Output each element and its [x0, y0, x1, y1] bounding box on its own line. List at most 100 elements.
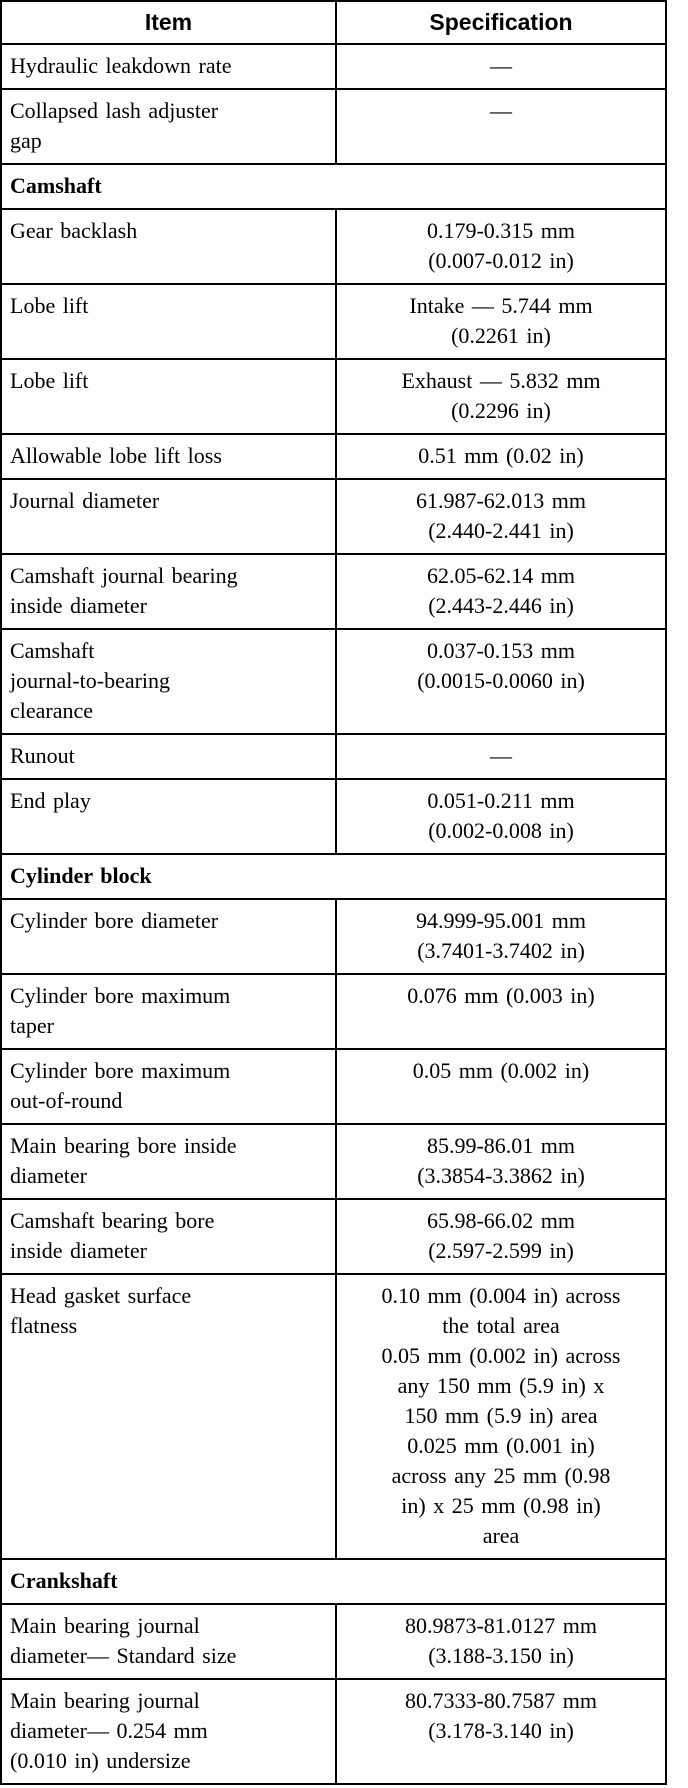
- spec-cell: Intake — 5.744 mm (0.2261 in): [335, 283, 667, 360]
- text-line: inside diameter: [10, 1238, 148, 1263]
- table-row: Cylinder bore maximum taper 0.076 mm (0.00…: [0, 973, 667, 1050]
- item-cell: Main bearing journal diameter— 0.254 mm (0…: [0, 1678, 337, 1785]
- column-header-specification: Specification: [335, 0, 667, 45]
- spec-cell: 0.179-0.315 mm (0.007-0.012 in): [335, 208, 667, 285]
- spec-cell: 0.05 mm (0.002 in): [335, 1048, 667, 1125]
- text-line: any 150 mm (5.9 in) x: [397, 1373, 605, 1398]
- text-line: (0.2296 in): [451, 398, 551, 423]
- text-line: diameter: [10, 1163, 87, 1188]
- text-line: —: [490, 53, 512, 78]
- table-row: Main bearing journal diameter— 0.254 mm (0…: [0, 1678, 667, 1785]
- text-line: —: [490, 98, 512, 123]
- text-line: 0.051-0.211 mm: [427, 788, 575, 813]
- text-line: Cylinder bore maximum: [10, 983, 231, 1008]
- text-line: Runout: [10, 743, 75, 768]
- spec-cell: 0.051-0.211 mm (0.002-0.008 in): [335, 778, 667, 855]
- item-cell: Head gasket surface flatness: [0, 1273, 337, 1560]
- column-header-item: Item: [0, 0, 337, 45]
- text-line: Lobe lift: [10, 368, 89, 393]
- text-line: 80.7333-80.7587 mm: [404, 1688, 598, 1713]
- table-row: Cylinder bore maximum out-of-round 0.05 mm…: [0, 1048, 667, 1125]
- item-cell: Hydraulic leakdown rate: [0, 43, 337, 90]
- item-cell: Main bearing journal diameter— Standard s…: [0, 1603, 337, 1680]
- table-row: Gear backlash 0.179-0.315 mm (0.007-0.012 …: [0, 208, 667, 285]
- spec-cell: 80.9873-81.0127 mm (3.188-3.150 in): [335, 1603, 667, 1680]
- header-row: Item Specification: [0, 0, 667, 45]
- text-line: gap: [10, 128, 42, 153]
- text-line: —: [490, 743, 512, 768]
- text-line: Camshaft journal bearing: [10, 563, 238, 588]
- text-line: (2.443-2.446 in): [428, 593, 574, 618]
- text-line: Intake — 5.744 mm: [409, 293, 593, 318]
- spec-cell: 0.10 mm (0.004 in) across the total area 0…: [335, 1273, 667, 1560]
- table-row: Head gasket surface flatness 0.10 mm (0.00…: [0, 1273, 667, 1560]
- text-line: Exhaust — 5.832 mm: [401, 368, 601, 393]
- text-line: Collapsed lash adjuster: [10, 98, 219, 123]
- text-line: Gear backlash: [10, 218, 138, 243]
- text-line: 94.999-95.001 mm: [415, 908, 587, 933]
- item-cell: Journal diameter: [0, 478, 337, 555]
- text-line: Journal diameter: [10, 488, 160, 513]
- item-cell: Allowable lobe lift loss: [0, 433, 337, 480]
- item-cell: End play: [0, 778, 337, 855]
- item-cell: Camshaft journal-to-bearing clearance: [0, 628, 337, 735]
- text-line: (3.178-3.140 in): [428, 1718, 574, 1743]
- spec-cell: Exhaust — 5.832 mm (0.2296 in): [335, 358, 667, 435]
- text-line: (3.188-3.150 in): [428, 1643, 574, 1668]
- text-line: (3.3854-3.3862 in): [417, 1163, 585, 1188]
- table-row: Camshaft bearing bore inside diameter 65.9…: [0, 1198, 667, 1275]
- text-line: in) x 25 mm (0.98 in): [401, 1493, 601, 1518]
- item-cell: Cylinder bore maximum taper: [0, 973, 337, 1050]
- table-body: Hydraulic leakdown rate — Collapsed lash a…: [0, 43, 667, 1785]
- table-row: Main bearing journal diameter— Standard s…: [0, 1603, 667, 1680]
- item-cell: Runout: [0, 733, 337, 780]
- section-label: Crankshaft: [0, 1558, 667, 1605]
- spec-cell: 0.51 mm (0.02 in): [335, 433, 667, 480]
- text-line: 80.9873-81.0127 mm: [404, 1613, 598, 1638]
- table-row: Main bearing bore inside diameter 85.99-86…: [0, 1123, 667, 1200]
- table-row: Journal diameter 61.987-62.013 mm (2.440-2…: [0, 478, 667, 555]
- text-line: Lobe lift: [10, 293, 89, 318]
- text-line: Cylinder bore maximum: [10, 1058, 231, 1083]
- text-line: 61.987-62.013 mm: [415, 488, 587, 513]
- text-line: (0.007-0.012 in): [428, 248, 574, 273]
- spec-cell: —: [335, 733, 667, 780]
- table-row: Collapsed lash adjuster gap —: [0, 88, 667, 165]
- text-line: clearance: [10, 698, 94, 723]
- table-row: Lobe lift Intake — 5.744 mm (0.2261 in): [0, 283, 667, 360]
- text-line: Camshaft: [10, 638, 95, 663]
- text-line: the total area: [442, 1313, 560, 1338]
- table-row: Lobe lift Exhaust — 5.832 mm (0.2296 in): [0, 358, 667, 435]
- text-line: 62.05-62.14 mm: [426, 563, 576, 588]
- text-line: journal-to-bearing: [10, 668, 171, 693]
- text-line: 150 mm (5.9 in) area: [404, 1403, 598, 1428]
- text-line: 85.99-86.01 mm: [426, 1133, 576, 1158]
- text-line: 0.037-0.153 mm: [426, 638, 576, 663]
- text-line: 0.51 mm (0.02 in): [418, 443, 584, 468]
- specifications-table: Item Specification Hydraulic leakdown ra…: [0, 0, 667, 1785]
- spec-cell: 65.98-66.02 mm (2.597-2.599 in): [335, 1198, 667, 1275]
- item-cell: Main bearing bore inside diameter: [0, 1123, 337, 1200]
- item-cell: Camshaft bearing bore inside diameter: [0, 1198, 337, 1275]
- text-line: 65.98-66.02 mm: [426, 1208, 576, 1233]
- text-line: Allowable lobe lift loss: [10, 443, 222, 468]
- text-line: across any 25 mm (0.98: [391, 1463, 611, 1488]
- spec-cell: 80.7333-80.7587 mm (3.178-3.140 in): [335, 1678, 667, 1785]
- item-cell: Cylinder bore diameter: [0, 898, 337, 975]
- text-line: flatness: [10, 1313, 78, 1338]
- section-label: Camshaft: [0, 163, 667, 210]
- item-cell: Collapsed lash adjuster gap: [0, 88, 337, 165]
- table-row: Runout —: [0, 733, 667, 780]
- item-cell: Lobe lift: [0, 283, 337, 360]
- table-row: Cylinder bore diameter 94.999-95.001 mm (3…: [0, 898, 667, 975]
- table-row: Allowable lobe lift loss 0.51 mm (0.02 in…: [0, 433, 667, 480]
- section-header-row: Crankshaft: [0, 1558, 667, 1605]
- table-row: Camshaft journal bearing inside diameter 6…: [0, 553, 667, 630]
- text-line: (0.010 in) undersize: [10, 1748, 191, 1773]
- section-label: Cylinder block: [0, 853, 667, 900]
- text-line: 0.076 mm (0.003 in): [407, 983, 595, 1008]
- text-line: (0.0015-0.0060 in): [417, 668, 585, 693]
- text-line: (3.7401-3.7402 in): [417, 938, 585, 963]
- text-line: Hydraulic leakdown rate: [10, 53, 232, 78]
